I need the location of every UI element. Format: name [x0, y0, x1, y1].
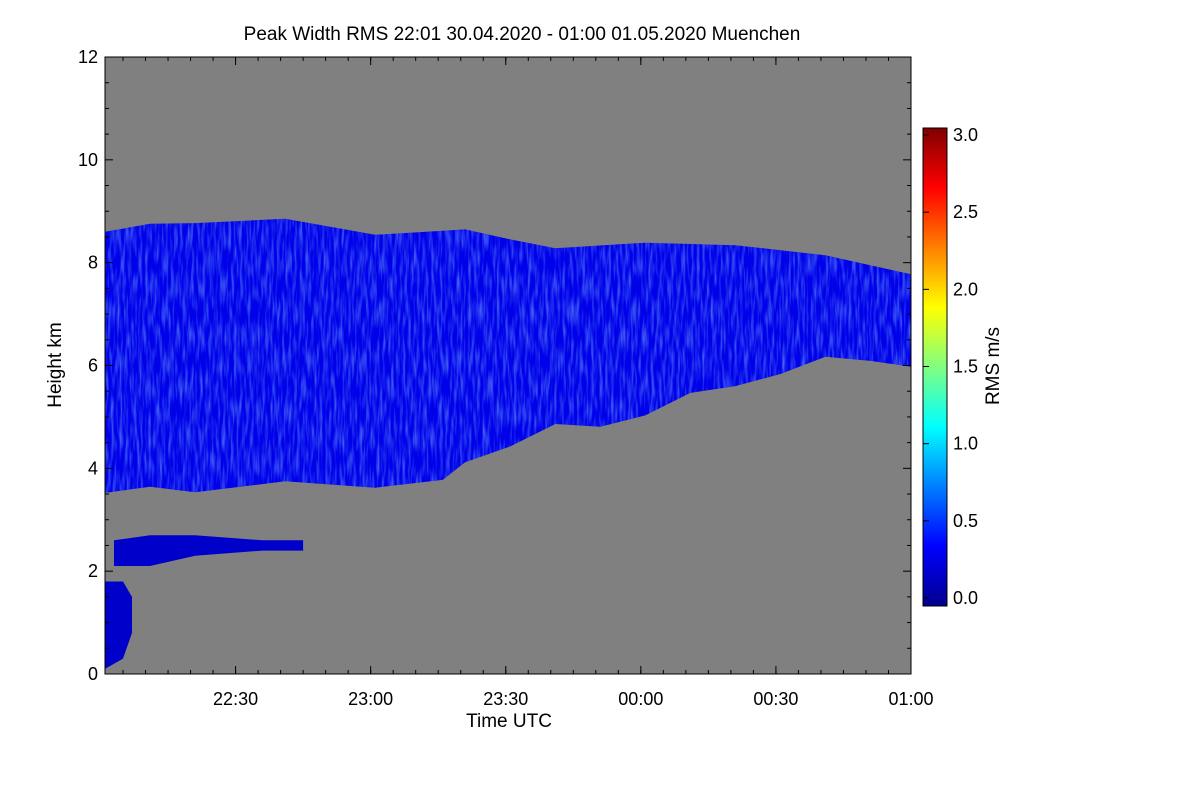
y-tick-label: 10 [78, 150, 98, 170]
y-tick-label: 4 [88, 458, 98, 478]
x-axis: 22:30 23:00 23:30 00:00 00:30 01:00 [122, 57, 934, 709]
heatmap-layer-near-surface [105, 581, 132, 669]
x-tick-label: 23:00 [348, 689, 393, 709]
colorbar-tick-label: 0.5 [953, 511, 978, 531]
x-tick-label: 01:00 [888, 689, 933, 709]
heatmap-layer-low-layer [114, 535, 304, 566]
x-tick-label: 22:30 [213, 689, 258, 709]
x-tick-label: 23:30 [483, 689, 528, 709]
x-axis-label: Time UTC [466, 711, 552, 732]
y-tick-label: 12 [78, 47, 98, 67]
colorbar-tick-label: 0.0 [953, 588, 978, 608]
x-tick-label: 00:30 [753, 689, 798, 709]
x-tick-label: 00:00 [618, 689, 663, 709]
y-axis: 0 2 4 6 8 10 12 [78, 47, 911, 684]
colorbar-ticks: 0.0 0.5 1.0 1.5 2.0 2.5 3.0 [923, 125, 978, 608]
colorbar-tick-label: 2.0 [953, 279, 978, 299]
colorbar-tick-label: 2.5 [953, 202, 978, 222]
y-tick-label: 0 [88, 664, 98, 684]
colorbar-tick-label: 1.5 [953, 357, 978, 377]
y-axis-label: Height km [45, 322, 66, 408]
y-tick-label: 2 [88, 561, 98, 581]
colorbar-tick-label: 3.0 [953, 125, 978, 145]
colorbar-tick-label: 1.0 [953, 434, 978, 454]
chart-title: Peak Width RMS 22:01 30.04.2020 - 01:00 … [244, 24, 801, 45]
colorbar-label: RMS m/s [983, 327, 1004, 405]
y-tick-label: 8 [88, 253, 98, 273]
y-tick-label: 6 [88, 356, 98, 376]
